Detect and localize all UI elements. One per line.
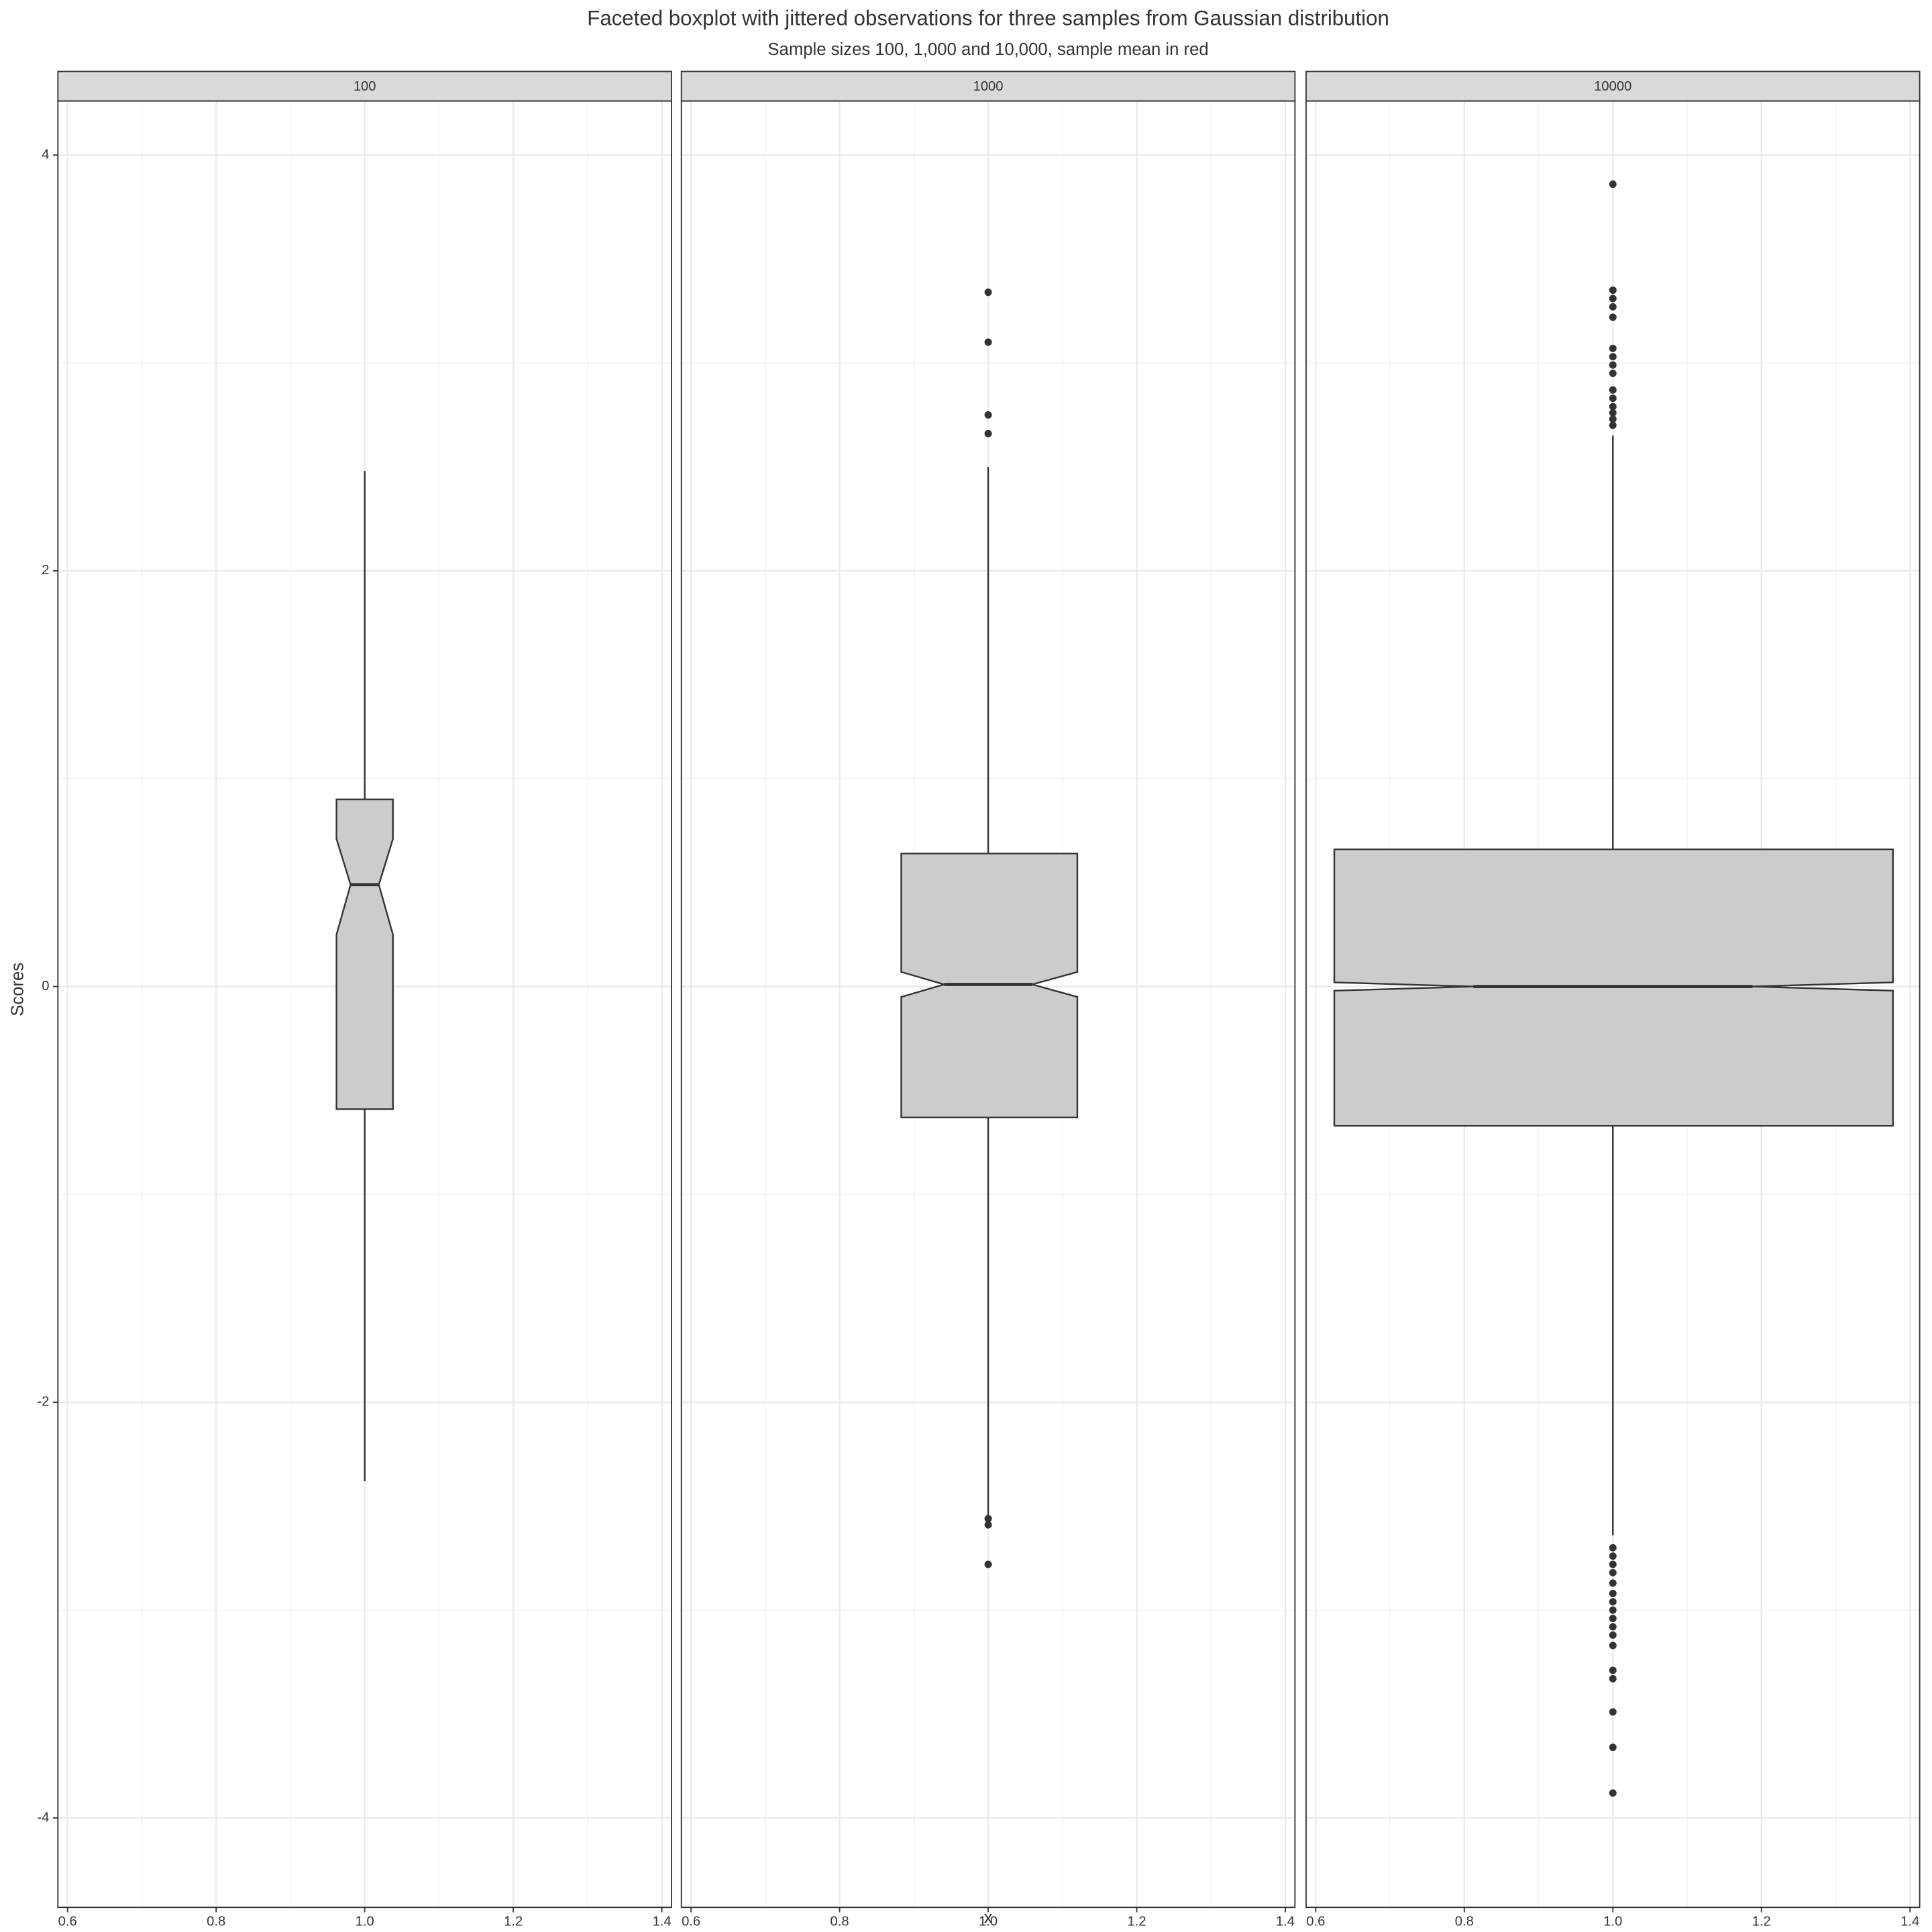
outlier (1609, 402, 1617, 411)
panel-border (680, 100, 1296, 1909)
outlier (1609, 1631, 1617, 1639)
panel-border (1305, 100, 1921, 1909)
outlier (984, 1521, 992, 1529)
x-tick-label: 0.8 (1455, 1915, 1474, 1929)
facet-strip (57, 70, 672, 102)
x-tick-label: 1.0 (356, 1915, 374, 1929)
x-tick-label: 1.4 (1276, 1915, 1295, 1929)
outlier (1609, 415, 1617, 423)
box (335, 798, 394, 1110)
outlier (1609, 1615, 1617, 1623)
facet-label: 100 (354, 79, 376, 94)
outlier (984, 429, 992, 437)
outlier (984, 338, 992, 346)
outlier (1609, 1598, 1617, 1606)
outlier (1609, 344, 1617, 352)
outlier (1609, 1642, 1617, 1650)
x-tick-label: 0.8 (207, 1915, 225, 1929)
x-tick-label: 0.8 (830, 1915, 849, 1929)
outlier (1609, 421, 1617, 429)
y-tick-label: -2 (38, 1395, 50, 1409)
x-tick-label: 1.2 (504, 1915, 523, 1929)
outlier (984, 288, 992, 297)
y-tick-label: 4 (42, 148, 49, 162)
facet-label: 10000 (1594, 79, 1631, 94)
outlier (984, 411, 992, 419)
outlier (1609, 294, 1617, 303)
outlier (1609, 1666, 1617, 1674)
facet-strip (680, 70, 1296, 102)
x-tick-label: 0.6 (682, 1915, 700, 1929)
y-tick-label: 0 (42, 979, 49, 994)
x-tick-label: 1.4 (1900, 1915, 1919, 1929)
x-tick-label: 1.2 (1752, 1915, 1771, 1929)
y-axis-label: Scores (8, 963, 27, 1016)
y-tick-label: 2 (42, 563, 49, 578)
outlier (1609, 1568, 1617, 1576)
outlier (1609, 1789, 1617, 1797)
outlier (1609, 1552, 1617, 1560)
outlier (1609, 1674, 1617, 1682)
outlier (1609, 313, 1617, 321)
outlier (1609, 1708, 1617, 1716)
outlier (1609, 1589, 1617, 1597)
x-axis-label: x (984, 1909, 993, 1927)
outlier (1609, 1560, 1617, 1568)
x-tick-label: 1.0 (979, 1915, 998, 1929)
x-tick-label: 0.6 (1306, 1915, 1325, 1929)
outlier (1609, 370, 1617, 378)
outlier (1609, 361, 1617, 369)
outlier (1609, 1623, 1617, 1631)
x-tick-label: 1.4 (653, 1915, 672, 1929)
outlier (1609, 303, 1617, 311)
facet-strip (1305, 70, 1921, 102)
outlier (1609, 1743, 1617, 1752)
facet-label: 1000 (973, 79, 1004, 94)
outlier (1609, 1579, 1617, 1587)
outlier (1609, 286, 1617, 294)
x-tick-label: 1.0 (1603, 1915, 1622, 1929)
y-tick-label: -4 (38, 1810, 50, 1825)
outlier (1609, 409, 1617, 417)
outlier (984, 1560, 992, 1568)
outlier (1609, 180, 1617, 189)
outlier (1609, 394, 1617, 402)
chart-subtitle: Sample sizes 100, 1,000 and 10,000, samp… (767, 40, 1208, 59)
panel-border (57, 100, 672, 1909)
outlier (984, 1515, 992, 1523)
x-tick-label: 1.2 (1127, 1915, 1146, 1929)
chart-title: Faceted boxplot with jittered observatio… (587, 7, 1389, 30)
outlier (1609, 1544, 1617, 1552)
outlier (1609, 1606, 1617, 1614)
outlier (1609, 386, 1617, 394)
outlier (1609, 353, 1617, 361)
x-tick-label: 0.6 (58, 1915, 77, 1929)
